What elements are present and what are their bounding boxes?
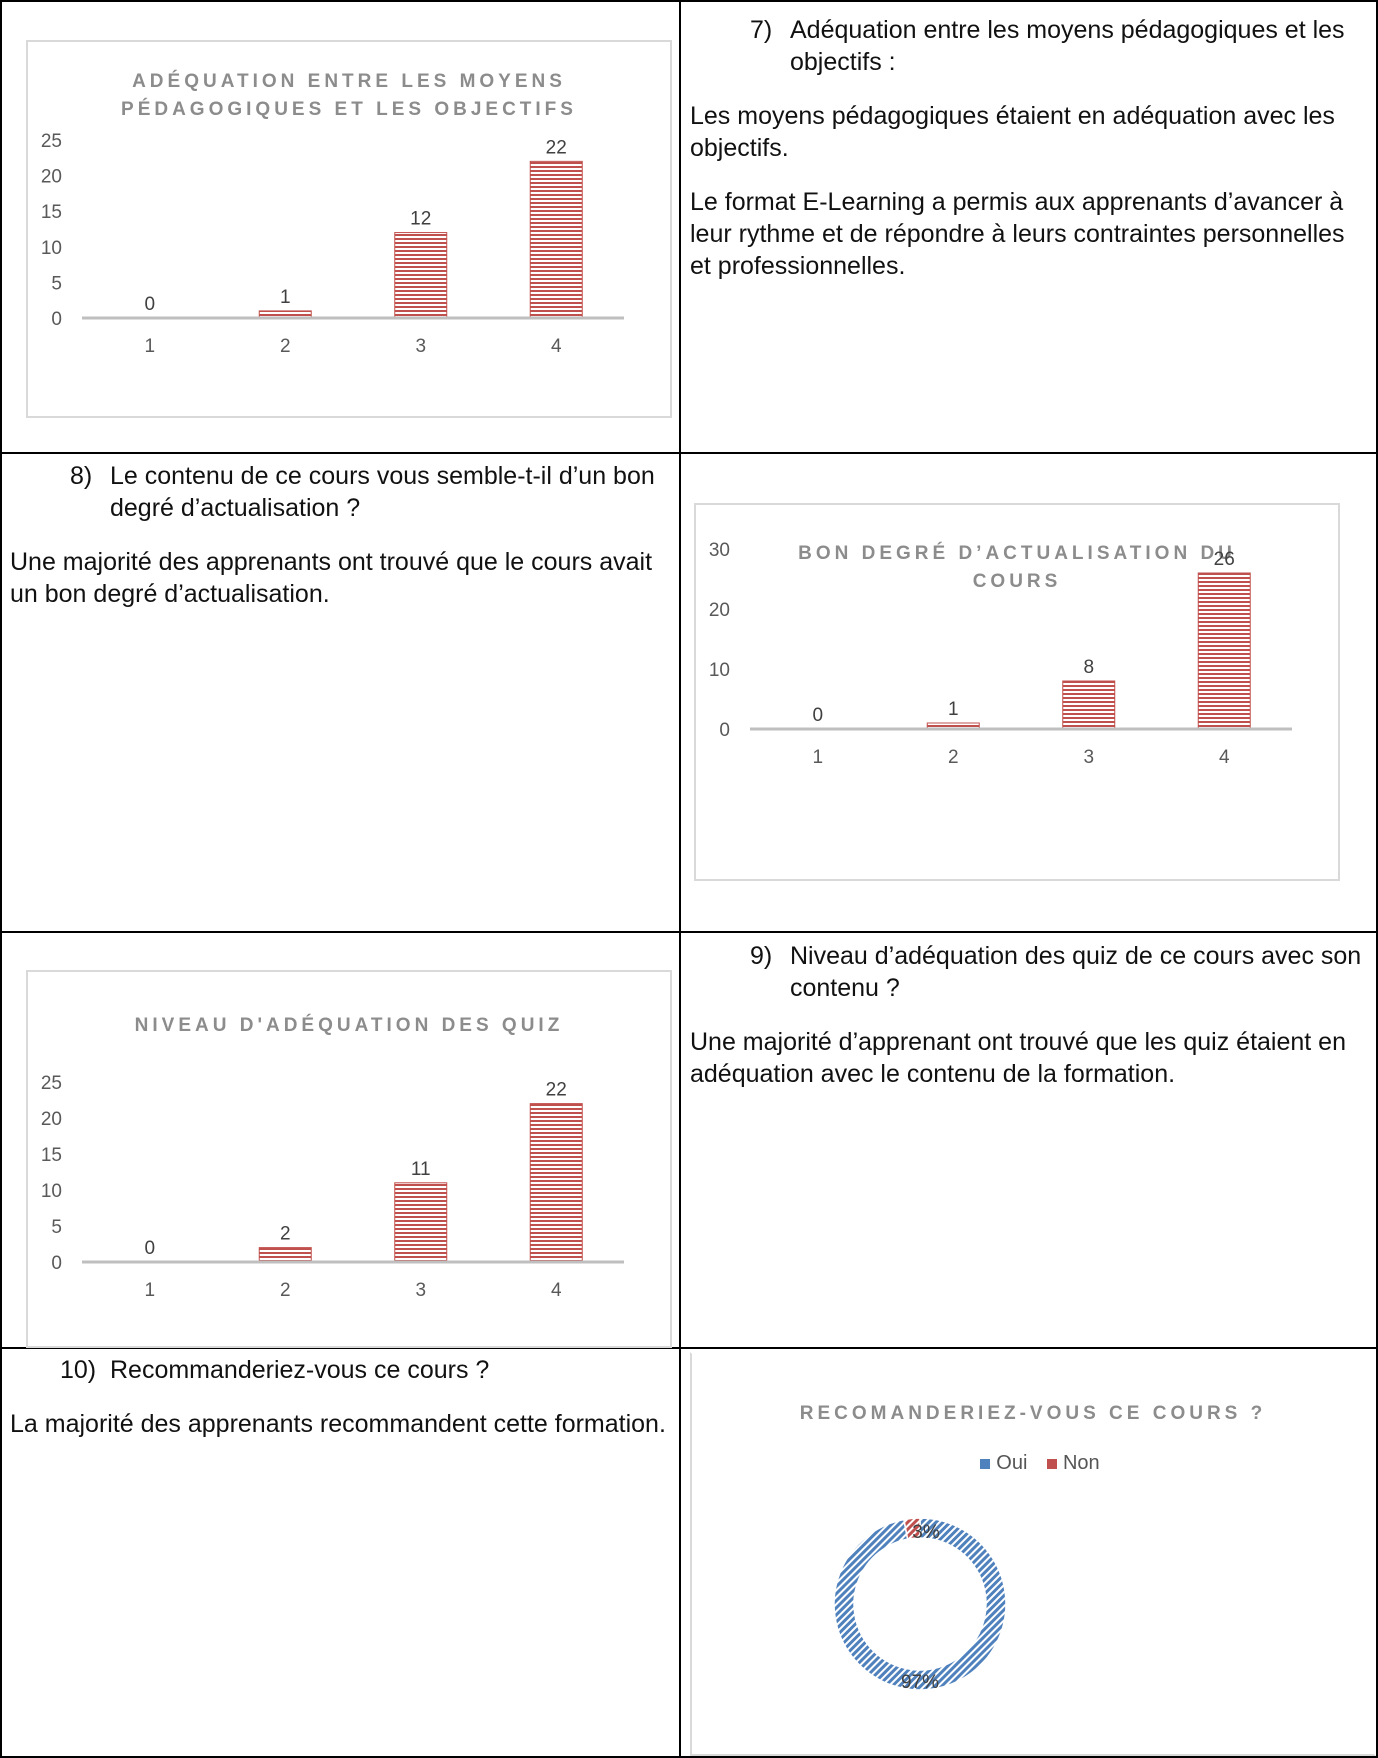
- data-label: 0: [144, 294, 155, 315]
- chart-plot: 97% 3%: [692, 1354, 1374, 1754]
- paragraph: Le format E-Learning a permis aux appren…: [690, 186, 1370, 282]
- x-tick-label: 1: [812, 747, 823, 768]
- x-tick-label: 3: [1083, 747, 1094, 768]
- data-label: 3%: [912, 1522, 940, 1543]
- question-text: Niveau d’adéquation des quiz de ce cours…: [790, 942, 1361, 1002]
- x-tick-label: 2: [948, 747, 959, 768]
- table-row-divider: [0, 452, 1378, 454]
- y-tick-label: 25: [41, 1073, 62, 1094]
- bar: [1063, 681, 1115, 729]
- y-tick-label: 0: [719, 720, 730, 741]
- bar: [1198, 573, 1250, 729]
- question-text: Le contenu de ce cours vous semble-t-il …: [110, 462, 655, 522]
- table-border-top: [0, 0, 1378, 2]
- y-tick-label: 10: [41, 238, 62, 259]
- y-tick-label: 10: [709, 660, 730, 681]
- bar: [530, 161, 582, 318]
- doughnut-slice-oui: [834, 1518, 1006, 1690]
- x-tick-label: 1: [144, 1280, 155, 1301]
- data-label: 1: [948, 699, 959, 720]
- data-label: 0: [144, 1238, 155, 1259]
- y-tick-label: 5: [51, 273, 62, 294]
- bar: [530, 1104, 582, 1262]
- x-tick-label: 3: [415, 1280, 426, 1301]
- data-label: 22: [546, 137, 567, 158]
- data-label: 11: [411, 1159, 431, 1180]
- section-10-text: 10) Recommanderiez-vous ce cours ? La ma…: [10, 1354, 670, 1440]
- y-tick-label: 20: [709, 600, 730, 621]
- y-tick-label: 0: [51, 309, 62, 330]
- data-label: 8: [1083, 657, 1094, 678]
- data-label: 97%: [901, 1672, 939, 1693]
- table-column-divider: [679, 0, 681, 1758]
- y-tick-label: 0: [51, 1253, 62, 1274]
- chart-plot: 0 10 20 30 0 1 1 2 8 3 26 4: [696, 505, 1338, 879]
- bar: [259, 1248, 311, 1262]
- chart-recommandation: RECOMANDERIEZ-VOUS CE COURS ? Oui Non 97…: [690, 1352, 1376, 1756]
- x-tick-label: 4: [551, 336, 562, 357]
- data-label: 0: [812, 705, 823, 726]
- question-number: 8): [70, 460, 92, 492]
- paragraph: La majorité des apprenants recommandent …: [10, 1408, 670, 1440]
- data-label: 2: [280, 1224, 291, 1245]
- y-tick-label: 20: [41, 167, 62, 188]
- bar: [395, 233, 447, 318]
- table-border-left: [0, 0, 2, 1758]
- chart-adequation-moyens: ADÉQUATION ENTRE LES MOYENS PÉDAGOGIQUES…: [26, 40, 672, 418]
- y-tick-label: 20: [41, 1109, 62, 1130]
- bar: [395, 1183, 447, 1262]
- data-label: 1: [280, 287, 291, 308]
- question-number: 10): [60, 1354, 96, 1386]
- y-tick-label: 25: [41, 131, 62, 152]
- paragraph: Une majorité des apprenants ont trouvé q…: [10, 546, 670, 610]
- section-9-text: 9) Niveau d’adéquation des quiz de ce co…: [690, 940, 1370, 1090]
- question-text: Recommanderiez-vous ce cours ?: [110, 1356, 489, 1384]
- y-tick-label: 5: [51, 1217, 62, 1238]
- y-tick-label: 15: [41, 202, 62, 223]
- y-tick-label: 15: [41, 1145, 62, 1166]
- section-8-text: 8) Le contenu de ce cours vous semble-t-…: [10, 460, 670, 610]
- data-label: 26: [1214, 549, 1235, 570]
- chart-degre-actualisation: BON DEGRÉ D’ACTUALISATION DU COURS 0 10 20…: [694, 503, 1340, 881]
- data-label: 22: [546, 1080, 567, 1101]
- paragraph: Les moyens pédagogiques étaient en adéqu…: [690, 100, 1370, 164]
- chart-adequation-quiz: NIVEAU D'ADÉQUATION DES QUIZ 0 5 10 15 20 25 0…: [26, 970, 672, 1348]
- x-tick-label: 3: [415, 336, 426, 357]
- table-row-divider: [0, 931, 1378, 933]
- x-tick-label: 4: [1219, 747, 1230, 768]
- y-tick-label: 30: [709, 540, 730, 561]
- section-7-text: 7) Adéquation entre les moyens pédagogiq…: [690, 14, 1370, 282]
- y-tick-label: 10: [41, 1181, 62, 1202]
- x-tick-label: 2: [280, 336, 291, 357]
- data-label: 12: [410, 209, 431, 230]
- x-tick-label: 4: [551, 1280, 562, 1301]
- x-tick-label: 1: [144, 336, 155, 357]
- paragraph: Une majorité d’apprenant ont trouvé que …: [690, 1026, 1370, 1090]
- x-tick-label: 2: [280, 1280, 291, 1301]
- question-number: 9): [750, 940, 772, 972]
- question-number: 7): [750, 14, 772, 46]
- question-text: Adéquation entre les moyens pédagogiques…: [790, 16, 1345, 76]
